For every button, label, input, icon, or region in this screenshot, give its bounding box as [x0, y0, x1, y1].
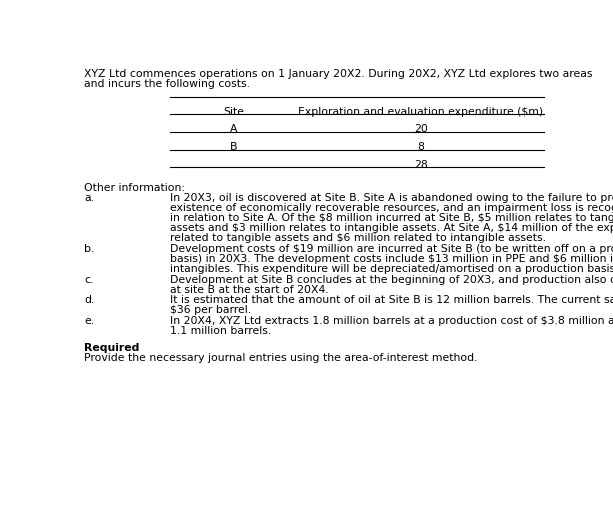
Text: 8: 8 — [417, 142, 424, 152]
Text: existence of economically recoverable resources, and an impairment loss is recog: existence of economically recoverable re… — [170, 203, 613, 213]
Text: a.: a. — [85, 193, 94, 203]
Text: 20: 20 — [414, 124, 428, 134]
Text: XYZ Ltd commences operations on 1 January 20X2. During 20X2, XYZ Ltd explores tw: XYZ Ltd commences operations on 1 Januar… — [85, 69, 593, 79]
Text: Development costs of \$19 million are incurred at Site B (to be written off on a: Development costs of \$19 million are in… — [170, 244, 613, 254]
Text: at site B at the start of 20X4.: at site B at the start of 20X4. — [170, 285, 329, 294]
Text: B: B — [230, 142, 237, 152]
Text: Other information:: Other information: — [85, 183, 185, 193]
Text: In 20X3, oil is discovered at Site B. Site A is abandoned owing to the failure t: In 20X3, oil is discovered at Site B. Si… — [170, 193, 613, 203]
Text: Site: Site — [223, 107, 244, 117]
Text: d.: d. — [85, 295, 95, 305]
Text: Provide the necessary journal entries using the area-of-interest method.: Provide the necessary journal entries us… — [85, 353, 478, 363]
Text: e.: e. — [85, 316, 94, 326]
Text: It is estimated that the amount of oil at Site B is 12 million barrels. The curr: It is estimated that the amount of oil a… — [170, 295, 613, 305]
Text: in relation to Site A. Of the \$8 million incurred at Site B, \$5 million relate: in relation to Site A. Of the \$8 millio… — [170, 213, 613, 223]
Text: and incurs the following costs.: and incurs the following costs. — [85, 79, 250, 89]
Text: Exploration and evaluation expenditure (\$m): Exploration and evaluation expenditure (… — [298, 107, 543, 117]
Text: b.: b. — [85, 244, 95, 254]
Text: \$36 per barrel.: \$36 per barrel. — [170, 305, 251, 315]
Text: Required: Required — [85, 343, 140, 353]
Text: 28: 28 — [414, 160, 428, 170]
Text: intangibles. This expenditure will be depreciated/amortised on a production basi: intangibles. This expenditure will be de… — [170, 264, 613, 274]
Text: basis) in 20X3. The development costs include \$13 million in PPE and \$6 millio: basis) in 20X3. The development costs in… — [170, 254, 613, 264]
Text: c.: c. — [85, 275, 94, 285]
Text: Development at Site B concludes at the beginning of 20X3, and production also co: Development at Site B concludes at the b… — [170, 275, 613, 285]
Text: assets and \$3 million relates to intangible assets. At Site A, \$14 million of : assets and \$3 million relates to intang… — [170, 223, 613, 233]
Text: 1.1 million barrels.: 1.1 million barrels. — [170, 326, 271, 336]
Text: A: A — [230, 124, 237, 134]
Text: In 20X4, XYZ Ltd extracts 1.8 million barrels at a production cost of \$3.8 mill: In 20X4, XYZ Ltd extracts 1.8 million ba… — [170, 316, 613, 326]
Text: related to tangible assets and \$6 million related to intangible assets.: related to tangible assets and \$6 milli… — [170, 233, 546, 243]
